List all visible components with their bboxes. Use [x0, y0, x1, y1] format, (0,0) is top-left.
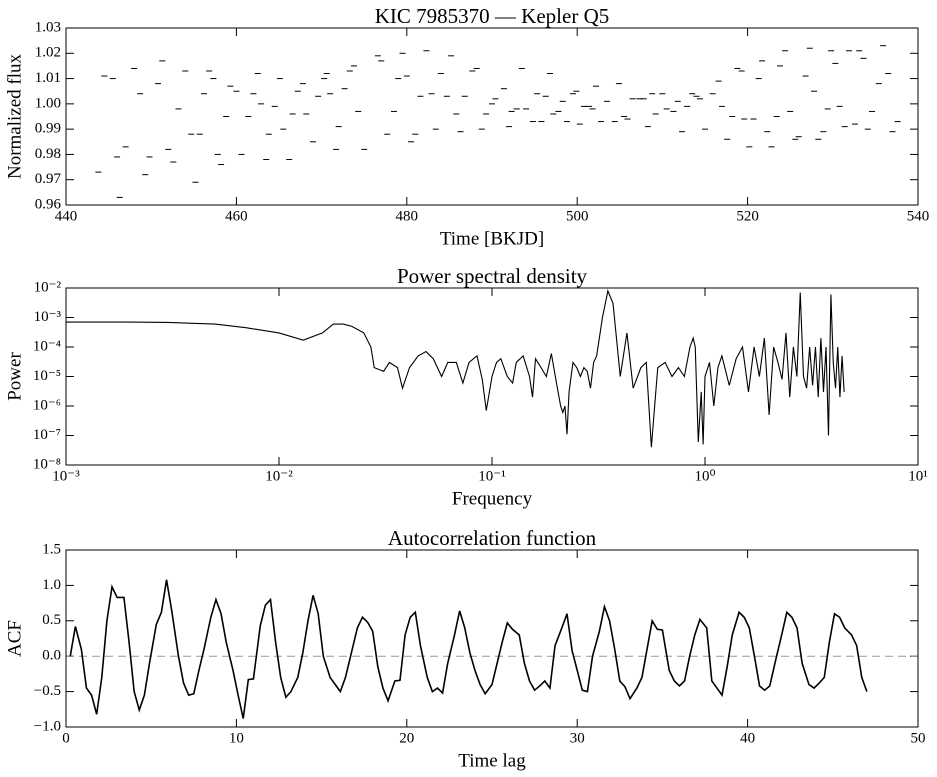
x-tick-label: 460	[225, 208, 248, 224]
x-axis-label: Time [BKJD]	[440, 228, 544, 249]
y-tick-label: 0.96	[35, 196, 62, 212]
y-tick-label: 0.5	[42, 612, 61, 628]
y-tick-label: 1.03	[35, 19, 61, 35]
y-tick-label: 10⁻⁷	[33, 427, 61, 443]
y-tick-label: 0.97	[35, 171, 62, 187]
y-tick-label: 10⁻⁵	[33, 368, 61, 384]
y-tick-label: 10⁻³	[34, 309, 62, 325]
y-axis-label: Normalized flux	[4, 53, 25, 179]
x-tick-label: 10⁰	[694, 468, 715, 484]
y-tick-label: 0.98	[35, 146, 61, 162]
y-tick-label: 10⁻⁴	[33, 338, 61, 354]
y-tick-label: 10⁻⁶	[33, 397, 61, 413]
y-axis-label: Power	[4, 352, 25, 401]
chart-title: KIC 7985370 — Kepler Q5	[375, 4, 609, 28]
x-tick-label: 10¹	[908, 468, 928, 484]
x-tick-label: 440	[55, 208, 78, 224]
x-tick-label: 50	[911, 730, 926, 746]
y-tick-label: −0.5	[34, 683, 61, 699]
y-tick-label: 0.0	[42, 648, 61, 664]
x-tick-label: 10	[229, 730, 244, 746]
x-tick-label: 520	[736, 208, 759, 224]
x-axis-label: Time lag	[458, 750, 526, 771]
y-axis-label: ACF	[4, 620, 25, 657]
x-tick-label: 0	[62, 730, 70, 746]
chart-title: Power spectral density	[397, 264, 588, 288]
y-tick-label: 1.00	[35, 95, 61, 111]
plot-frame	[65, 27, 919, 206]
y-tick-label: 1.5	[42, 541, 61, 557]
y-tick-label: −1.0	[34, 718, 61, 734]
data-line	[66, 288, 845, 448]
x-tick-label: 30	[570, 730, 585, 746]
y-tick-label: 1.01	[35, 70, 61, 86]
data-line	[69, 579, 868, 719]
x-tick-label: 20	[399, 730, 414, 746]
chart-title: Autocorrelation function	[388, 526, 597, 550]
x-tick-label: 480	[396, 208, 419, 224]
x-tick-label: 40	[740, 730, 755, 746]
x-tick-label: 10⁻²	[265, 468, 293, 484]
x-tick-label: 10⁻¹	[478, 468, 505, 484]
x-tick-label: 500	[566, 208, 589, 224]
x-tick-label: 540	[907, 208, 930, 224]
y-tick-label: 1.0	[42, 577, 61, 593]
y-tick-label: 10⁻²	[34, 279, 62, 295]
y-tick-label: 1.02	[35, 45, 61, 61]
x-axis-label: Frequency	[452, 488, 533, 509]
x-tick-label: 10⁻³	[52, 468, 80, 484]
plot-frame	[65, 287, 919, 466]
y-tick-label: 0.99	[35, 121, 61, 137]
plot-frame	[65, 549, 919, 728]
y-tick-label: 10⁻⁸	[33, 456, 61, 472]
